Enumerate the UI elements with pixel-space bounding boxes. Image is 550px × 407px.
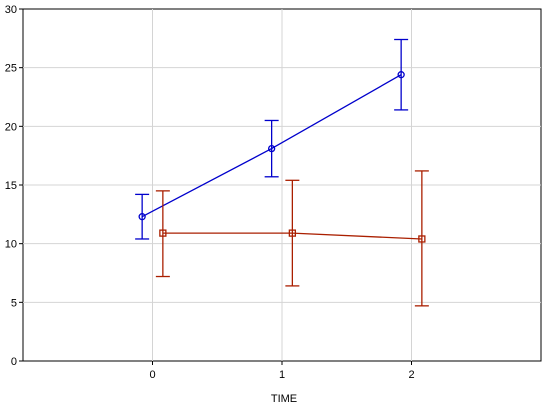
y-tick-label: 0 [11, 356, 17, 368]
y-tick-label: 20 [5, 121, 17, 133]
data-point [397, 71, 405, 79]
data-point [288, 229, 297, 237]
y-axis-ticks: 0 5 10 15 20 25 30 [5, 4, 23, 368]
y-tick-label: 5 [11, 297, 17, 309]
data-point [138, 213, 146, 221]
data-point [159, 229, 167, 237]
series-layer [135, 38, 429, 307]
y-tick-label: 25 [5, 63, 17, 75]
x-axis-ticks: 0 1 2 [149, 361, 415, 381]
series-0 [135, 38, 409, 240]
data-point [267, 144, 276, 153]
data-point [418, 235, 426, 243]
grid [23, 9, 541, 361]
y-tick-label: 15 [5, 180, 17, 192]
y-tick-label: 30 [5, 4, 17, 16]
x-tick-label: 2 [408, 369, 414, 381]
x-axis-title: TIME [271, 393, 297, 405]
series-line [162, 232, 422, 240]
series-1 [155, 170, 429, 307]
series-line [141, 74, 402, 218]
x-tick-label: 1 [279, 369, 285, 381]
y-tick-label: 10 [5, 239, 17, 251]
x-tick-label: 0 [149, 369, 155, 381]
